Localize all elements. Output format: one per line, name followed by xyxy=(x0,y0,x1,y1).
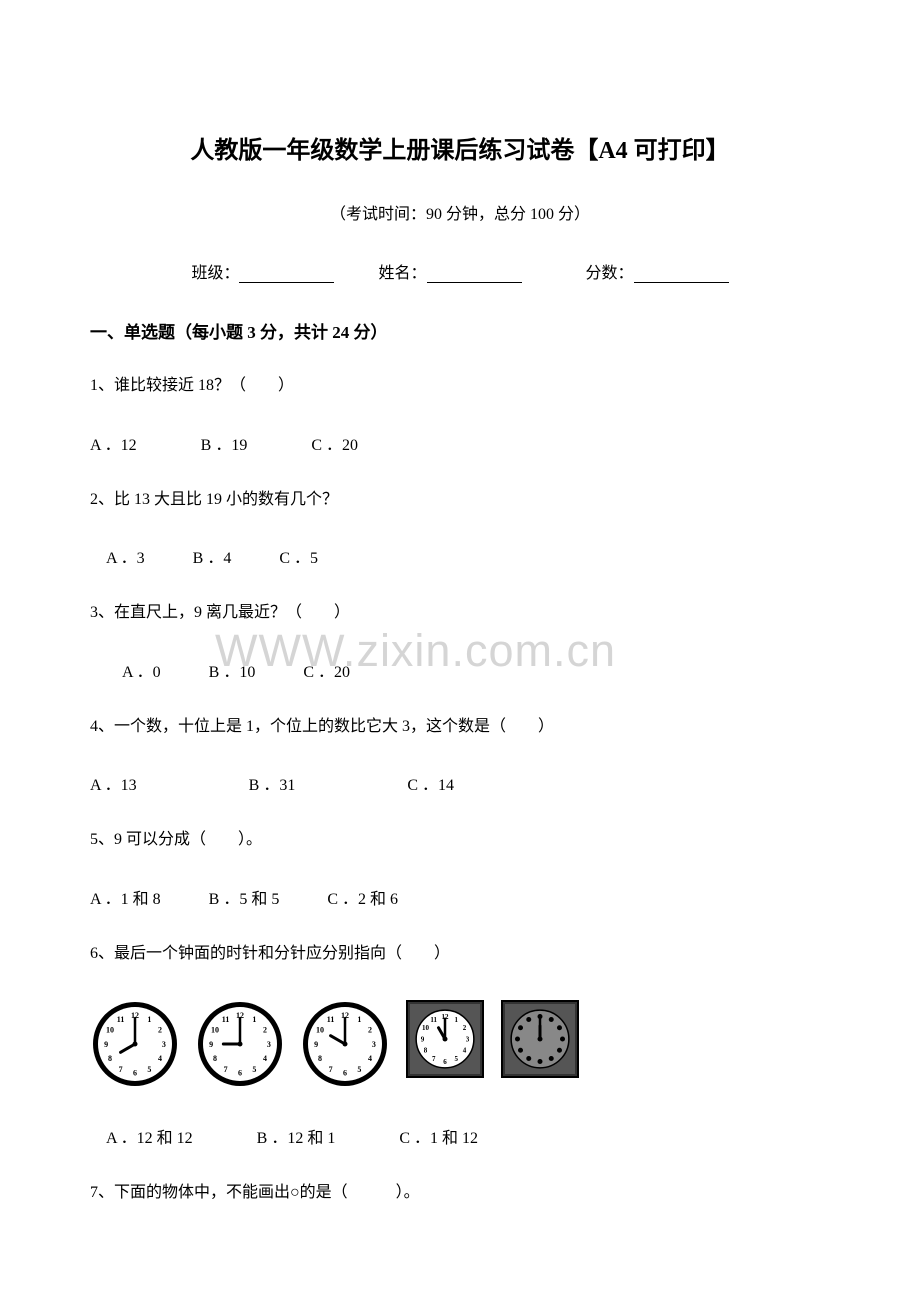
svg-text:2: 2 xyxy=(263,1025,267,1034)
question-2-options: A ．3 B ．4 C ．5 xyxy=(90,544,830,568)
svg-text:7: 7 xyxy=(432,1055,436,1063)
svg-text:6: 6 xyxy=(443,1058,447,1066)
question-4-options: A ．13 B ．31 C ．14 xyxy=(90,771,830,795)
svg-text:3: 3 xyxy=(372,1039,376,1048)
svg-text:6: 6 xyxy=(238,1068,242,1077)
question-6: 6、最后一个钟面的时针和分针应分别指向（ ） xyxy=(90,941,830,967)
svg-text:4: 4 xyxy=(368,1054,372,1063)
name-blank xyxy=(427,265,522,283)
svg-text:2: 2 xyxy=(463,1024,467,1032)
svg-text:11: 11 xyxy=(327,1014,335,1023)
question-5-options: A ．1 和 8 B ．5 和 5 C ．2 和 6 xyxy=(90,885,830,909)
question-1: 1、谁比较接近 18？（ ） xyxy=(90,373,830,399)
clock-4: 123456789101112 xyxy=(405,999,485,1089)
class-label: 班级： xyxy=(191,259,239,283)
question-6-options: A ．12 和 12 B ．12 和 1 C ．1 和 12 xyxy=(90,1124,830,1148)
svg-text:10: 10 xyxy=(422,1024,430,1032)
question-1-options: A ．12 B ．19 C ．20 xyxy=(90,431,830,455)
svg-text:8: 8 xyxy=(213,1054,217,1063)
clock-2: 123456789101112 xyxy=(195,999,285,1089)
svg-text:8: 8 xyxy=(424,1046,428,1054)
svg-text:4: 4 xyxy=(158,1054,162,1063)
svg-text:11: 11 xyxy=(222,1014,230,1023)
svg-text:4: 4 xyxy=(463,1046,467,1054)
section-1-header: 一、单选题（每小题 3 分，共计 24 分） xyxy=(90,318,830,343)
clock-3: 123456789101112 xyxy=(300,999,390,1089)
svg-text:3: 3 xyxy=(162,1039,166,1048)
svg-text:6: 6 xyxy=(133,1068,137,1077)
svg-text:1: 1 xyxy=(252,1014,256,1023)
svg-text:1: 1 xyxy=(455,1016,459,1024)
svg-text:1: 1 xyxy=(357,1014,361,1023)
question-4: 4、一个数，十位上是 1，个位上的数比它大 3，这个数是（ ） xyxy=(90,714,830,740)
svg-text:9: 9 xyxy=(421,1035,425,1043)
question-2: 2、比 13 大且比 19 小的数有几个？ xyxy=(90,487,830,513)
svg-text:1: 1 xyxy=(147,1014,151,1023)
svg-text:5: 5 xyxy=(455,1055,459,1063)
svg-text:9: 9 xyxy=(209,1039,213,1048)
clocks-row: 1234567891011121234567891011121234567891… xyxy=(90,999,830,1089)
document-title: 人教版一年级数学上册课后练习试卷【A4 可打印】 xyxy=(90,130,830,165)
exam-info: （考试时间：90 分钟，总分 100 分） xyxy=(90,200,830,224)
svg-text:2: 2 xyxy=(368,1025,372,1034)
question-3: 3、在直尺上，9 离几最近？（ ） xyxy=(90,600,830,626)
clock-5 xyxy=(500,999,580,1089)
svg-text:7: 7 xyxy=(224,1064,228,1073)
svg-text:9: 9 xyxy=(314,1039,318,1048)
svg-text:5: 5 xyxy=(357,1064,361,1073)
svg-text:11: 11 xyxy=(430,1016,437,1024)
svg-text:3: 3 xyxy=(267,1039,271,1048)
svg-text:6: 6 xyxy=(343,1068,347,1077)
svg-text:10: 10 xyxy=(316,1025,324,1034)
svg-text:10: 10 xyxy=(106,1025,114,1034)
svg-text:2: 2 xyxy=(158,1025,162,1034)
svg-text:5: 5 xyxy=(252,1064,256,1073)
svg-text:3: 3 xyxy=(466,1035,470,1043)
svg-text:11: 11 xyxy=(117,1014,125,1023)
svg-text:7: 7 xyxy=(119,1064,123,1073)
svg-text:10: 10 xyxy=(211,1025,219,1034)
svg-text:7: 7 xyxy=(329,1064,333,1073)
score-label: 分数： xyxy=(586,259,634,283)
question-7: 7、下面的物体中，不能画出○的是（ ）。 xyxy=(90,1180,830,1206)
name-label: 姓名： xyxy=(378,259,426,283)
score-blank xyxy=(634,265,729,283)
clock-1: 123456789101112 xyxy=(90,999,180,1089)
svg-text:5: 5 xyxy=(147,1064,151,1073)
question-5: 5、9 可以分成（ ）。 xyxy=(90,827,830,853)
svg-text:8: 8 xyxy=(108,1054,112,1063)
student-info-row: 班级： 姓名： 分数： xyxy=(90,259,830,283)
svg-text:8: 8 xyxy=(318,1054,322,1063)
class-blank xyxy=(239,265,334,283)
svg-text:9: 9 xyxy=(104,1039,108,1048)
svg-text:4: 4 xyxy=(263,1054,267,1063)
question-3-options: A ．0 B ．10 C ．20 xyxy=(90,658,830,682)
